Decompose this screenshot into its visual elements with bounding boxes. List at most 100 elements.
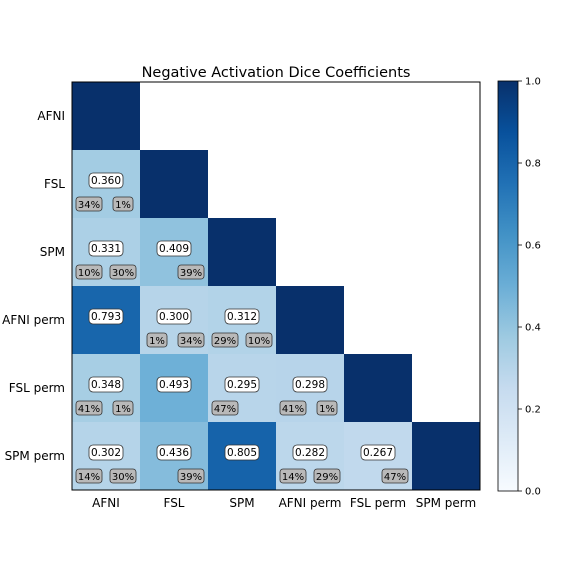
percent-badge-box — [177, 264, 205, 280]
percent-badge: 10% — [78, 268, 100, 279]
percent-badge-box — [316, 400, 338, 416]
colorbar: 0.0 0.2 0.4 0.6 0.8 1.0 — [497, 77, 541, 498]
y-tick-label: SPM — [40, 245, 65, 259]
percent-badge: 29% — [214, 336, 236, 347]
heatmap-cell-diagonal — [140, 150, 208, 218]
x-tick-label: FSL — [164, 496, 185, 510]
value-label: 0.409 — [159, 243, 189, 255]
percent-badge: 14% — [78, 472, 100, 483]
value-label: 0.331 — [91, 243, 121, 255]
colorbar-gradient — [497, 80, 519, 492]
value-label-box — [360, 444, 396, 461]
percent-badge-box — [245, 332, 273, 348]
percent-badge: 47% — [384, 472, 406, 483]
value-label-box — [156, 376, 192, 393]
cell-annotations: 0.360 34% 1% 0.331 10% 30% 0.409 39% 0.793 0.300 1… — [75, 172, 409, 484]
percent-badge-box — [279, 400, 307, 416]
percent-badge: 1% — [115, 200, 131, 211]
x-tick-label: SPM perm — [416, 496, 476, 510]
percent-badge-box — [109, 264, 137, 280]
percent-badge: 10% — [248, 336, 270, 347]
value-label-box — [88, 444, 124, 461]
colorbar-tick-label: 0.2 — [525, 405, 541, 416]
heatmap-axes: AFNI FSL SPM AFNI perm FSL perm SPM perm AFNI F… — [2, 81, 481, 510]
y-tick-label: FSL perm — [9, 381, 65, 395]
percent-badge-box — [75, 400, 103, 416]
percent-badge: 1% — [319, 404, 335, 415]
heatmap-frame — [71, 81, 481, 491]
value-label-box — [88, 240, 124, 257]
percent-badge: 30% — [112, 268, 134, 279]
percent-badge: 47% — [214, 404, 236, 415]
percent-badge-box — [146, 332, 168, 348]
value-label: 0.312 — [227, 311, 257, 323]
value-label: 0.348 — [91, 379, 121, 391]
value-label: 0.300 — [159, 311, 189, 323]
heatmap-cells — [72, 82, 480, 490]
y-tick-label: AFNI perm — [2, 313, 65, 327]
x-tick-label: SPM — [229, 496, 254, 510]
percent-badge: 30% — [112, 472, 134, 483]
heatmap-cell-diagonal — [412, 422, 480, 490]
percent-badge-box — [75, 468, 103, 484]
value-label-box — [224, 444, 260, 461]
y-tick-label: SPM perm — [5, 449, 65, 463]
value-label: 0.298 — [295, 379, 325, 391]
value-label: 0.267 — [363, 447, 393, 459]
value-label-box — [88, 172, 124, 189]
percent-badge-box — [177, 468, 205, 484]
colorbar-tick-label: 0.4 — [525, 323, 541, 334]
percent-badge: 39% — [180, 268, 202, 279]
percent-badge: 41% — [78, 404, 100, 415]
value-label: 0.793 — [91, 311, 121, 323]
value-label: 0.805 — [227, 447, 257, 459]
percent-badge-box — [313, 468, 341, 484]
percent-badge-box — [112, 400, 134, 416]
heatmap-cell-diagonal — [276, 286, 344, 354]
colorbar-tick-label: 0.8 — [525, 159, 541, 170]
heatmap-cell-diagonal — [72, 82, 140, 150]
y-tick-label: AFNI — [37, 109, 65, 123]
x-tick-label: AFNI perm — [279, 496, 342, 510]
chart-title: Negative Activation Dice Coefficients — [142, 65, 411, 81]
value-label: 0.436 — [159, 447, 189, 459]
value-label-box — [88, 308, 124, 325]
percent-badge-box — [381, 468, 409, 484]
value-label-box — [292, 376, 328, 393]
x-tick-label: AFNI — [92, 496, 120, 510]
value-label: 0.282 — [295, 447, 325, 459]
heatmap-cell-diagonal — [208, 218, 276, 286]
colorbar-tick-label: 0.0 — [525, 487, 541, 498]
percent-badge-box — [177, 332, 205, 348]
percent-badge: 34% — [180, 336, 202, 347]
percent-badge-box — [75, 196, 103, 212]
percent-badge: 14% — [282, 472, 304, 483]
percent-badge: 1% — [115, 404, 131, 415]
value-label-box — [224, 308, 260, 325]
heatmap-cell-diagonal — [344, 354, 412, 422]
x-tick-label: FSL perm — [350, 496, 406, 510]
colorbar-tick-label: 1.0 — [525, 77, 541, 88]
percent-badge-box — [112, 196, 134, 212]
percent-badge: 39% — [180, 472, 202, 483]
value-label-box — [156, 444, 192, 461]
value-label: 0.302 — [91, 447, 121, 459]
percent-badge-box — [211, 332, 239, 348]
value-label-box — [224, 376, 260, 393]
percent-badge: 41% — [282, 404, 304, 415]
percent-badge: 29% — [316, 472, 338, 483]
value-label-box — [156, 240, 192, 257]
colorbar-tick-label: 0.6 — [525, 241, 541, 252]
value-label-box — [88, 376, 124, 393]
percent-badge-box — [109, 468, 137, 484]
value-label: 0.360 — [91, 175, 121, 187]
percent-badge: 34% — [78, 200, 100, 211]
percent-badge-box — [211, 400, 239, 416]
value-label-box — [156, 308, 192, 325]
percent-badge-box — [279, 468, 307, 484]
value-label-box — [292, 444, 328, 461]
y-tick-label: FSL — [44, 177, 65, 191]
percent-badge-box — [75, 264, 103, 280]
percent-badge: 1% — [149, 336, 165, 347]
